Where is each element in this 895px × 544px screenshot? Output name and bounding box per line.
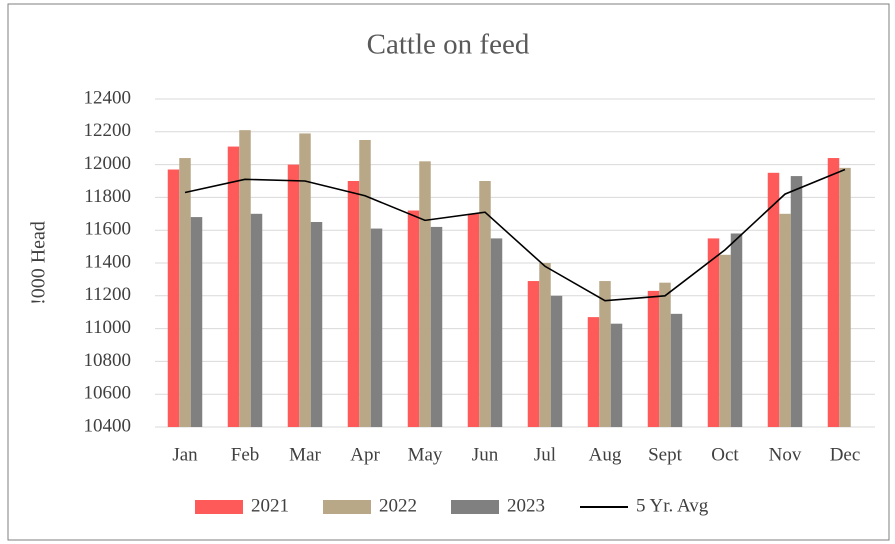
chart-border bbox=[7, 3, 890, 541]
x-tick-label: Jul bbox=[534, 444, 556, 465]
bar bbox=[347, 181, 360, 427]
x-tick-label: Feb bbox=[231, 444, 260, 465]
x-tick-label: Sept bbox=[648, 444, 683, 465]
bar bbox=[730, 233, 743, 427]
chart-title: Cattle on feed bbox=[367, 29, 530, 61]
bar bbox=[407, 210, 420, 427]
y-tick-label: 11600 bbox=[84, 219, 131, 240]
bar bbox=[827, 158, 840, 428]
bar bbox=[647, 290, 660, 427]
y-tick-label: 10600 bbox=[84, 383, 132, 404]
bar bbox=[467, 213, 480, 427]
legend-swatch bbox=[451, 500, 499, 514]
legend-label: 2023 bbox=[507, 495, 545, 516]
bar bbox=[839, 167, 851, 427]
x-tick-label: Apr bbox=[350, 444, 380, 465]
y-axis-label: !000 Head bbox=[28, 221, 50, 305]
y-tick-label: 11800 bbox=[84, 186, 131, 207]
y-tick-label: 10800 bbox=[84, 350, 132, 371]
bar bbox=[539, 263, 551, 427]
bar bbox=[310, 222, 323, 427]
bar bbox=[779, 213, 791, 427]
bar bbox=[370, 228, 383, 427]
bar bbox=[179, 158, 191, 428]
bar bbox=[550, 295, 563, 427]
bar bbox=[190, 217, 203, 427]
bar bbox=[719, 254, 731, 427]
legend-swatch bbox=[323, 500, 371, 514]
bar bbox=[479, 181, 491, 427]
bar bbox=[419, 161, 431, 427]
bar bbox=[299, 133, 311, 427]
y-tick-label: 12400 bbox=[84, 87, 132, 108]
legend-label: 2022 bbox=[379, 495, 417, 516]
bar bbox=[227, 146, 240, 427]
y-tick-label: 10400 bbox=[84, 415, 132, 436]
x-tick-label: Jan bbox=[172, 444, 198, 465]
x-tick-label: Oct bbox=[711, 444, 739, 465]
x-tick-label: Mar bbox=[289, 444, 321, 465]
bar bbox=[490, 238, 503, 427]
legend-label: 5 Yr. Avg bbox=[636, 495, 709, 516]
y-tick-label: 11400 bbox=[84, 251, 131, 272]
y-tick-label: 11200 bbox=[84, 284, 131, 305]
bar bbox=[587, 317, 600, 427]
bar bbox=[359, 140, 371, 427]
bar bbox=[167, 169, 180, 427]
y-tick-label: 12200 bbox=[84, 120, 132, 141]
bar bbox=[527, 281, 540, 427]
bar bbox=[659, 282, 671, 427]
bar bbox=[599, 281, 611, 427]
bar bbox=[250, 213, 263, 427]
bar bbox=[239, 130, 251, 427]
bar bbox=[610, 323, 623, 427]
legend-swatch bbox=[195, 500, 243, 514]
x-tick-label: Jun bbox=[472, 444, 499, 465]
bar bbox=[707, 238, 720, 427]
bar bbox=[287, 164, 300, 427]
bar bbox=[790, 176, 803, 427]
x-tick-label: Dec bbox=[830, 444, 861, 465]
x-tick-label: May bbox=[408, 444, 443, 465]
y-tick-label: 11000 bbox=[84, 317, 131, 338]
bar bbox=[670, 313, 683, 427]
x-tick-label: Aug bbox=[589, 444, 622, 465]
y-tick-label: 12000 bbox=[84, 153, 132, 174]
line bbox=[184, 168, 846, 302]
bar bbox=[430, 226, 443, 427]
legend-label: 2021 bbox=[251, 495, 289, 516]
bar bbox=[767, 172, 780, 427]
x-tick-label: Nov bbox=[769, 444, 802, 465]
